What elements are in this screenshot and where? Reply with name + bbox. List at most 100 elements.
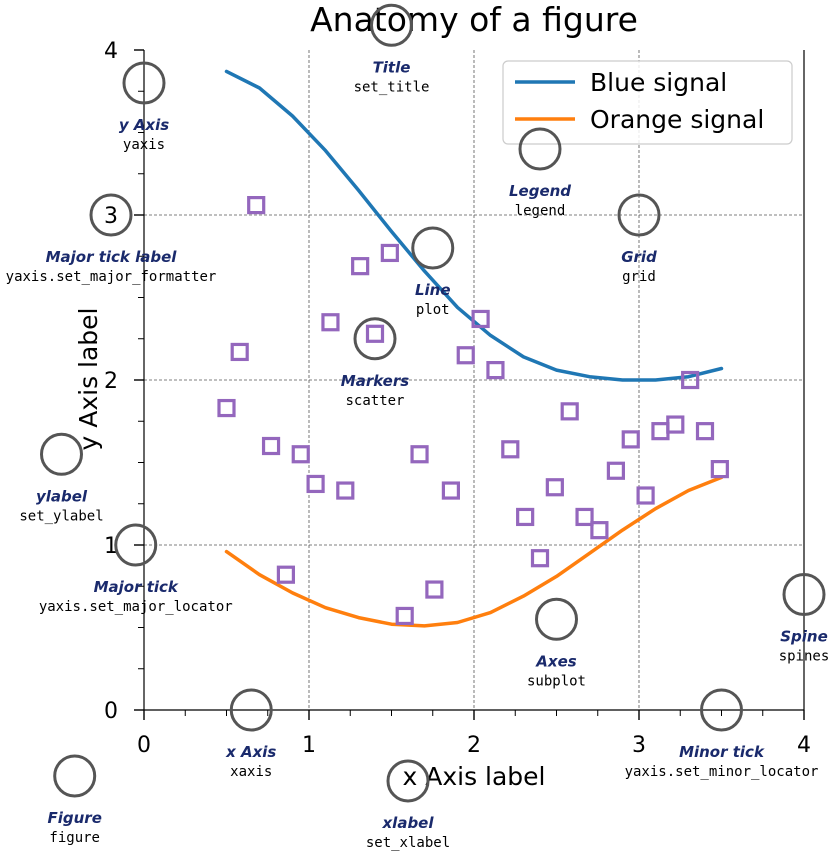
annotation-circle (617, 193, 661, 237)
series-line-1 (224, 475, 724, 628)
y-tick-label: 1 (104, 534, 118, 559)
y-tick-label: 4 (104, 39, 118, 64)
scatter-marker (636, 486, 655, 505)
scatter-marker (486, 361, 505, 380)
annotation-code: set_title (354, 79, 430, 95)
scatter-marker (516, 507, 535, 527)
scatter-marker (560, 402, 579, 421)
scatter-marker (710, 460, 729, 479)
x-tick-label: 1 (302, 733, 316, 758)
annotation-name: Axes (535, 652, 576, 670)
x-tick-label: 4 (797, 733, 811, 758)
annotation-figure: Figure figure (48, 754, 102, 846)
scatter-marker (456, 346, 475, 365)
annotation-circle (114, 523, 158, 567)
annotation-circle (353, 317, 397, 361)
scatter-marker (621, 430, 640, 449)
scatter-marker (380, 243, 399, 263)
annotation-circle (370, 3, 413, 47)
annotation-title: Title set_title (354, 3, 430, 95)
annotation-circle (782, 573, 826, 616)
annotation-code: yaxis.set_minor_locator (625, 764, 819, 780)
y-axis-label: y Axis label (74, 307, 103, 450)
scatter-marker (681, 370, 700, 390)
annotation-minor-tick: Minor tick yaxis.set_minor_locator (625, 688, 819, 780)
annotation-circle (386, 759, 430, 803)
annotation-circle (122, 61, 166, 105)
scatter-marker (247, 196, 266, 215)
chart-title: Anatomy of a figure (310, 0, 638, 39)
annotation-code: subplot (527, 673, 586, 689)
scatter-marker (351, 257, 370, 276)
annotation-name: ylabel (36, 487, 88, 505)
grid-lines (144, 50, 804, 710)
x-tick-label: 0 (137, 733, 151, 758)
annotation-x-axis: x Axis xaxis (225, 688, 276, 780)
legend-label-blue: Blue signal (590, 68, 727, 97)
annotation-major-tick-label: Major tick label yaxis.set_major_formatte… (6, 193, 217, 285)
annotation-code: yaxis (123, 137, 165, 153)
annotation-code: yaxis.set_major_formatter (6, 269, 217, 285)
annotation-name: x Axis (225, 743, 276, 761)
annotation-circle (700, 688, 743, 732)
annotation-circle (89, 193, 133, 237)
scatter-marker (590, 521, 609, 540)
annotation-axes: Axes subplot (527, 597, 586, 689)
annotation-name: xlabel (382, 814, 435, 832)
annotation-code: set_xlabel (366, 835, 450, 851)
plot-series (217, 69, 729, 628)
scatter-marker (230, 342, 249, 362)
scatter-marker (575, 507, 594, 527)
scatter-marker (395, 606, 414, 626)
scatter-marker (321, 313, 340, 332)
annotation-name: Markers (341, 372, 409, 390)
annotation-circle (40, 432, 83, 476)
annotation-line: Line plot (411, 226, 455, 318)
annotation-name: Spine (780, 628, 828, 646)
annotation-name: Title (373, 58, 411, 76)
annotation-code: legend (515, 203, 566, 219)
scatter-marker (530, 549, 550, 568)
scatter-marker (217, 398, 236, 418)
annotation-circle (535, 597, 578, 641)
annotation-code: set_ylabel (19, 508, 103, 524)
annotation-circle (229, 688, 273, 732)
x-tick-label: 3 (632, 733, 646, 758)
annotation-markers: Markers scatter (341, 317, 409, 409)
annotation-name: Line (415, 281, 451, 299)
scatter-marker (291, 445, 310, 464)
x-axis-label: x Axis label (402, 762, 545, 791)
scatter-marker (261, 436, 281, 456)
scatter-marker (606, 461, 626, 480)
annotation-major-tick: Major tick yaxis.set_major_locator (39, 523, 233, 615)
annotation-circle (53, 754, 97, 798)
scatter-marker (276, 565, 295, 584)
annotation-name: Minor tick (679, 743, 765, 761)
scatter-marker (365, 324, 385, 343)
scatter-marker (306, 474, 325, 494)
annotation-code: yaxis.set_major_locator (39, 599, 233, 615)
annotation-y-axis: y Axis yaxis (119, 61, 169, 153)
scatter-marker (410, 445, 429, 464)
annotation-code: figure (49, 830, 100, 846)
y-tick-label: 2 (104, 369, 118, 394)
scatter-marker (336, 481, 355, 500)
annotation-name: Figure (48, 809, 102, 827)
annotation-xlabel: xlabel set_xlabel (366, 759, 450, 851)
annotation-code: scatter (345, 393, 404, 409)
scatter-marker (425, 580, 444, 599)
scatter-marker (441, 481, 460, 500)
axis-ticks (134, 49, 805, 720)
annotation-ylabel: ylabel set_ylabel (19, 432, 104, 524)
annotation-circle (518, 127, 562, 171)
annotation-spine: Spine spines (779, 573, 830, 665)
annotation-name: Major tick (94, 578, 179, 596)
legend-frame (502, 60, 793, 145)
annotation-circle (411, 226, 455, 270)
annotation-grid: Grid grid (617, 193, 661, 285)
scatter-marker (501, 440, 520, 459)
annotation-code: spines (779, 649, 830, 665)
annotation-legend: Legend legend (509, 127, 571, 219)
legend-label-orange: Orange signal (590, 105, 764, 134)
